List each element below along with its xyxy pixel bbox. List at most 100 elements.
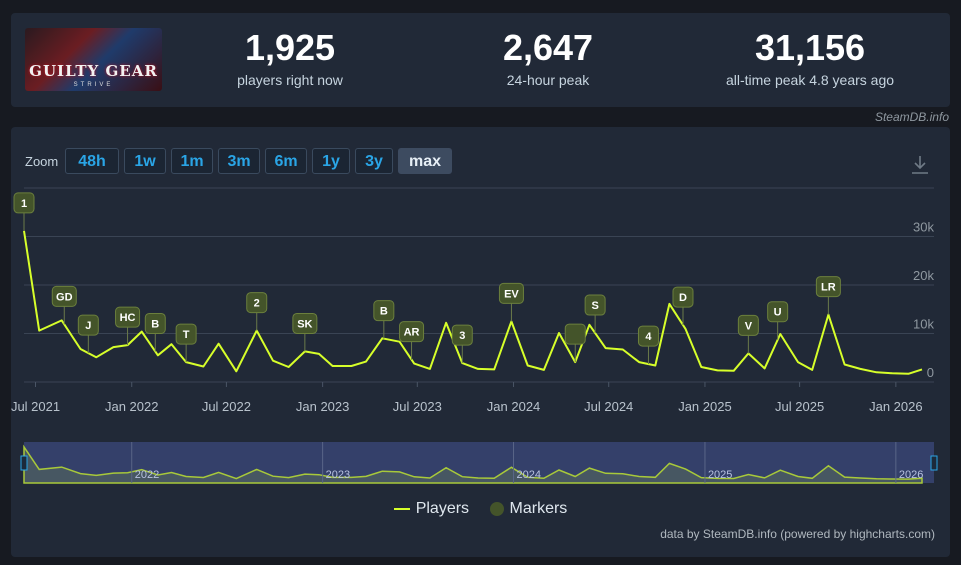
marker-flag: [672, 286, 694, 308]
marker-label: V: [745, 320, 753, 332]
marker-label: T: [183, 329, 190, 341]
marker-flag: [767, 301, 789, 323]
current-players-value: 1,925: [244, 27, 336, 68]
zoom-label: Zoom: [25, 154, 59, 169]
marker-label: D: [679, 292, 687, 304]
chart-legend: Players Markers: [11, 500, 950, 522]
day-peak-value: 2,647: [502, 27, 594, 68]
zoom-48h-button[interactable]: 48h: [65, 148, 119, 174]
current-players-label: players right now: [237, 72, 343, 88]
legend-players[interactable]: Players: [393, 500, 470, 518]
event-marker: 2: [246, 292, 268, 331]
marker-flag: [175, 323, 197, 345]
x-tick-label: Jul 2023: [393, 399, 442, 414]
event-marker: [564, 323, 586, 363]
x-tick-label: Jan 2024: [487, 399, 541, 414]
marker-flag: [737, 314, 759, 336]
game-logo-subtitle: STRIVE: [73, 82, 114, 88]
x-tick-label: Jul 2024: [584, 399, 633, 414]
navigator-year-label: 2024: [517, 469, 541, 481]
x-tick-label: Jan 2026: [869, 399, 923, 414]
legend-players-swatch: [393, 507, 410, 510]
steamdb-credit-link[interactable]: SteamDB.info: [874, 110, 949, 124]
navigator-window: [24, 442, 934, 483]
event-marker: S: [584, 294, 606, 334]
download-icon[interactable]: [908, 153, 932, 177]
event-marker: D: [672, 286, 694, 326]
marker-flag: [498, 282, 524, 304]
zoom-3m-button[interactable]: 3m: [218, 148, 260, 174]
marker-flag: [373, 300, 395, 322]
marker-flag: [115, 306, 141, 328]
game-thumbnail[interactable]: GUILTY GEAR STRIVE: [25, 28, 162, 91]
marker-label: SK: [297, 318, 312, 330]
event-marker: AR: [399, 321, 425, 360]
marker-flag: [13, 192, 35, 214]
player-count-chart[interactable]: 0 10k 20k 30k Jul 2021 Jan 2022 Jul 2022 Jan 20…: [11, 127, 950, 487]
x-tick-label: Jul 2022: [202, 399, 251, 414]
navigator-handle-left[interactable]: [20, 455, 28, 471]
zoom-3y-button[interactable]: 3y: [355, 148, 393, 174]
marker-label: 2: [254, 298, 260, 310]
legend-markers[interactable]: Markers: [489, 500, 568, 518]
marker-label: GD: [56, 291, 73, 303]
marker-label: HC: [120, 312, 136, 324]
marker-flag: [246, 292, 268, 314]
event-marker: EV: [498, 282, 524, 322]
x-tick-label: Jul 2025: [775, 399, 824, 414]
navigator-handle-right[interactable]: [930, 455, 938, 471]
y-tick-label: 20k: [913, 268, 934, 283]
marker-flag: [144, 312, 166, 334]
y-tick-label: 0: [927, 365, 934, 380]
x-tick-label: Jan 2022: [105, 399, 159, 414]
zoom-6m-button[interactable]: 6m: [265, 148, 307, 174]
event-marker: 3: [451, 324, 473, 364]
zoom-1w-button[interactable]: 1w: [124, 148, 166, 174]
all-time-peak-value: 31,156: [754, 27, 866, 68]
legend-players-label: Players: [415, 500, 470, 517]
marker-label: LR: [821, 282, 836, 294]
event-marker: LR: [815, 276, 841, 315]
highcharts-credit[interactable]: data by SteamDB.info (powered by highcha…: [660, 527, 935, 541]
marker-label: EV: [504, 288, 519, 300]
current-players-stat: 1,925 players right now: [200, 27, 380, 89]
marker-label: J: [85, 320, 91, 332]
legend-markers-swatch: [489, 501, 504, 516]
navigator-year-label: 2026: [899, 469, 923, 481]
marker-label: 4: [645, 331, 652, 343]
marker-flag: [564, 323, 586, 345]
marker-flag: [451, 324, 473, 346]
event-marker: T: [175, 323, 197, 363]
marker-label: 3: [459, 330, 465, 342]
event-marker: HC: [115, 306, 141, 346]
marker-label: B: [151, 318, 159, 330]
marker-label: U: [774, 307, 782, 319]
event-marker: GD: [51, 285, 77, 325]
event-marker: V: [737, 314, 759, 354]
marker-label: B: [380, 306, 388, 318]
zoom-1m-button[interactable]: 1m: [171, 148, 213, 174]
day-peak-stat: 2,647 24-hour peak: [458, 27, 638, 89]
marker-label: S: [591, 300, 598, 312]
y-tick-label: 30k: [913, 220, 934, 235]
all-time-peak-label: all-time peak 4.8 years ago: [725, 72, 895, 88]
navigator-year-label: 2022: [135, 469, 159, 481]
marker-flag: [815, 276, 841, 298]
all-time-peak-stat: 31,156 all-time peak 4.8 years ago: [690, 27, 930, 89]
chart-panel: Zoom 48h 1w 1m 3m 6m 1y 3y max 0 10k 20k 30k Jul 20…: [11, 127, 950, 557]
zoom-1y-button[interactable]: 1y: [312, 148, 350, 174]
event-marker: SK: [292, 312, 318, 352]
x-tick-label: Jan 2023: [296, 399, 350, 414]
marker-label: 1: [21, 198, 27, 210]
legend-markers-label: Markers: [509, 500, 568, 517]
day-peak-label: 24-hour peak: [506, 72, 590, 88]
event-marker: B: [144, 312, 166, 352]
event-marker: 1: [13, 192, 35, 231]
event-marker: J: [77, 314, 99, 354]
stats-panel: GUILTY GEAR STRIVE 1,925 players right n…: [11, 13, 950, 107]
zoom-max-button[interactable]: max: [398, 148, 452, 174]
marker-flag: [637, 325, 659, 347]
event-marker: B: [373, 300, 395, 339]
marker-flag: [77, 314, 99, 336]
game-logo-text: GUILTY GEAR: [29, 62, 158, 80]
